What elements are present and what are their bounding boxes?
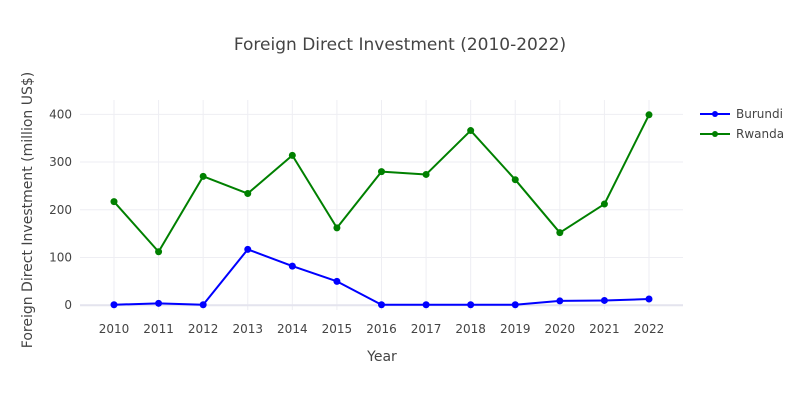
x-tick-label: 2020 — [545, 322, 576, 336]
data-point-burundi[interactable] — [422, 301, 430, 309]
x-tick-label: 2021 — [589, 322, 620, 336]
data-point-rwanda[interactable] — [155, 248, 163, 256]
y-tick-label: 300 — [49, 155, 72, 169]
data-point-burundi[interactable] — [600, 296, 608, 304]
data-point-burundi[interactable] — [645, 295, 653, 303]
legend-marker-burundi — [712, 111, 718, 117]
x-tick-label: 2015 — [322, 322, 353, 336]
x-axis-title: Year — [366, 349, 397, 365]
x-tick-label: 2018 — [455, 322, 486, 336]
data-point-burundi[interactable] — [556, 297, 564, 305]
legend-item-burundi[interactable]: Burundi — [700, 107, 783, 121]
x-tick-label: 2012 — [188, 322, 219, 336]
data-point-burundi[interactable] — [288, 262, 296, 270]
data-point-rwanda[interactable] — [110, 198, 118, 206]
legend-label-burundi: Burundi — [736, 107, 783, 121]
data-point-rwanda[interactable] — [288, 151, 296, 159]
data-point-rwanda[interactable] — [600, 200, 608, 208]
legend[interactable]: Burundi Rwanda — [700, 107, 784, 141]
x-tick-label: 2014 — [277, 322, 308, 336]
data-point-rwanda[interactable] — [333, 224, 341, 232]
data-point-rwanda[interactable] — [511, 176, 519, 184]
data-point-rwanda[interactable] — [645, 111, 653, 119]
legend-marker-rwanda — [712, 131, 718, 137]
x-tick-label: 2011 — [143, 322, 174, 336]
x-tick-label: 2022 — [634, 322, 665, 336]
y-tick-label: 0 — [64, 298, 72, 312]
data-point-burundi[interactable] — [155, 299, 163, 307]
x-tick-label: 2019 — [500, 322, 531, 336]
data-point-burundi[interactable] — [378, 301, 385, 309]
y-axis-title: Foreign Direct Investment (million US$) — [20, 72, 36, 348]
x-tick-label: 2017 — [411, 322, 442, 336]
data-point-burundi[interactable] — [244, 245, 252, 253]
data-point-rwanda[interactable] — [378, 168, 385, 176]
y-tick-label: 400 — [49, 107, 72, 121]
x-tick-label: 2016 — [366, 322, 397, 336]
data-point-burundi[interactable] — [467, 301, 475, 309]
x-tick-label: 2010 — [99, 322, 130, 336]
data-point-rwanda[interactable] — [199, 172, 207, 180]
legend-label-rwanda: Rwanda — [736, 127, 784, 141]
legend-item-rwanda[interactable]: Rwanda — [700, 127, 784, 141]
data-point-burundi[interactable] — [511, 301, 519, 309]
data-point-rwanda[interactable] — [244, 190, 252, 198]
x-tick-label: 2013 — [232, 322, 263, 336]
ticks-layer: 0 100 200 300 400 2010 2011 2012 2013 2014 2015 201… — [49, 107, 664, 336]
y-tick-label: 200 — [49, 203, 72, 217]
grid-layer — [80, 100, 683, 310]
data-point-burundi[interactable] — [333, 277, 341, 285]
data-point-rwanda[interactable] — [556, 229, 564, 237]
data-point-burundi[interactable] — [110, 301, 118, 309]
series-layer — [110, 111, 653, 309]
y-tick-label: 100 — [49, 251, 72, 265]
chart-title: Foreign Direct Investment (2010-2022) — [234, 35, 566, 55]
data-point-burundi[interactable] — [199, 301, 207, 309]
data-point-rwanda[interactable] — [467, 127, 475, 135]
data-point-rwanda[interactable] — [422, 170, 430, 178]
